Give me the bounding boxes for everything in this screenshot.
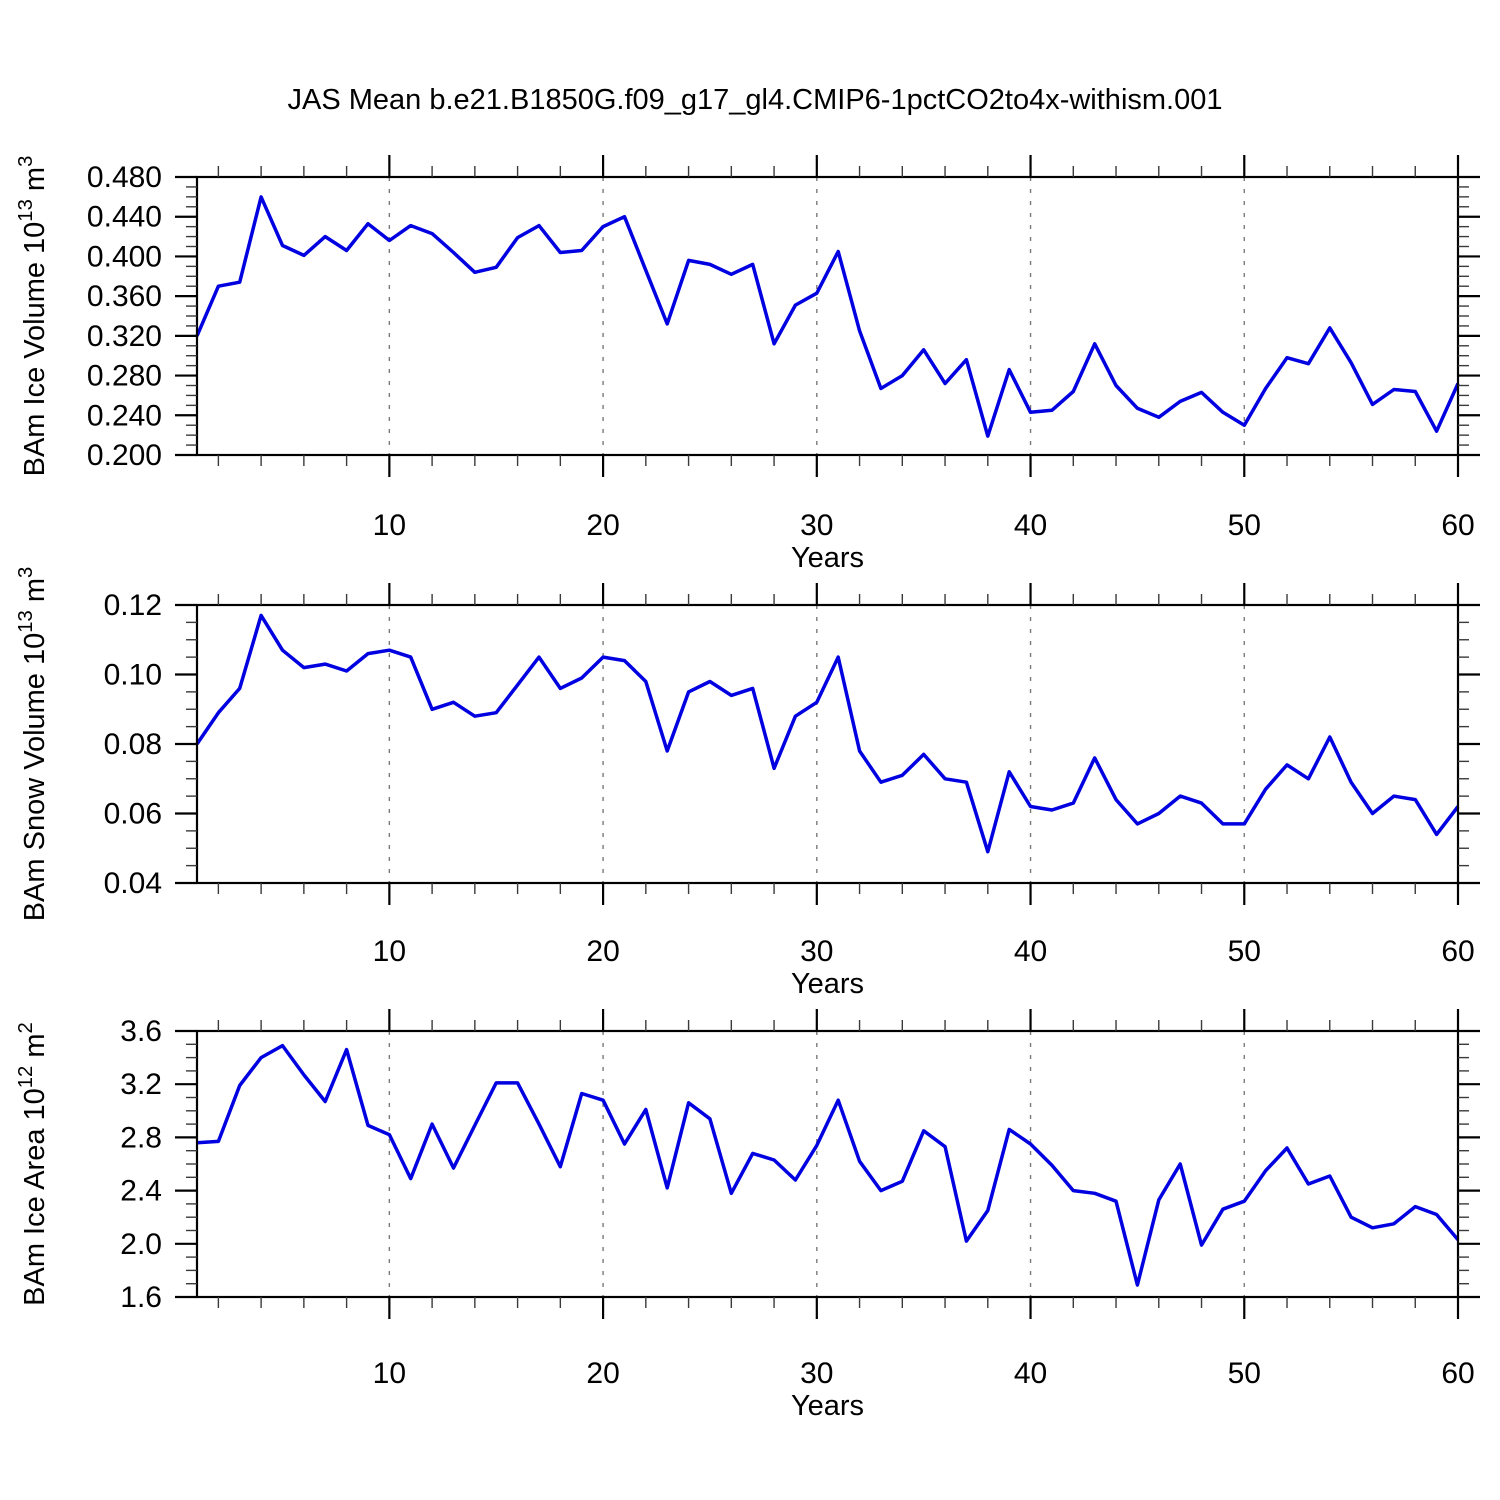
y-axis-ticks	[175, 1029, 1480, 1299]
x-axis-ticks	[217, 155, 1460, 477]
y-tick-label: 0.400	[87, 240, 162, 273]
y-tick-label: 0.06	[104, 798, 162, 831]
x-tick-label: 30	[800, 509, 833, 542]
gridlines	[388, 1031, 1245, 1297]
x-tick-label: 30	[800, 1357, 833, 1390]
x-axis-title: Years	[791, 968, 864, 1000]
x-tick-label: 60	[1441, 509, 1474, 542]
x-tick-label: 40	[1014, 1357, 1047, 1390]
x-tick-label: 20	[586, 509, 619, 542]
y-tick-label: 1.6	[120, 1281, 162, 1314]
x-axis-title: Years	[791, 1390, 864, 1422]
y-axis-ticks	[175, 175, 1480, 457]
series-line-ice-area	[196, 1043, 1460, 1287]
figure-title: JAS Mean b.e21.B1850G.f09_g17_gl4.CMIP6-…	[287, 84, 1223, 116]
series-line-ice-volume	[195, 195, 1460, 438]
y-tick-label: 0.10	[104, 659, 162, 692]
panel-ice-volume: 10 20 30 40 50 60 0.200 0.240 0.280 0.320 0.360 0.4…	[15, 155, 1480, 574]
x-axis-ticks	[217, 583, 1460, 905]
x-tick-label: 20	[586, 1357, 619, 1390]
x-tick-label: 50	[1228, 1357, 1261, 1390]
x-tick-label: 20	[586, 935, 619, 968]
x-tick-label: 50	[1228, 935, 1261, 968]
plot-frame	[195, 1029, 1460, 1299]
y-tick-label: 3.2	[120, 1068, 162, 1101]
x-tick-label: 60	[1441, 1357, 1474, 1390]
y-tick-label: 0.360	[87, 280, 162, 313]
x-tick-label: 40	[1014, 935, 1047, 968]
y-tick-label: 0.280	[87, 360, 162, 393]
y-tick-label: 2.0	[120, 1228, 162, 1261]
y-tick-label: 3.6	[120, 1015, 162, 1048]
series-line-snow-volume	[195, 613, 1460, 854]
y-axis-title: BAm Ice Area 1012 m2	[15, 1022, 51, 1306]
y-tick-label: 0.480	[87, 161, 162, 194]
x-tick-label: 50	[1228, 509, 1261, 542]
y-tick-label: 2.4	[120, 1175, 162, 1208]
y-tick-label: 0.200	[87, 439, 162, 472]
y-axis-title: BAm Ice Volume 1013 m3	[15, 156, 51, 477]
y-axis-title: BAm Snow Volume 1013 m3	[15, 567, 51, 922]
x-tick-label: 10	[373, 935, 406, 968]
x-tick-label: 60	[1441, 935, 1474, 968]
x-tick-label: 30	[800, 935, 833, 968]
x-axis-title: Years	[791, 542, 864, 574]
y-tick-label: 0.04	[104, 867, 162, 900]
plot-frame	[195, 603, 1460, 885]
x-axis-ticks	[217, 1009, 1460, 1319]
plot-frame	[195, 175, 1460, 457]
y-tick-label: 2.8	[120, 1121, 162, 1154]
x-tick-label: 10	[373, 1357, 406, 1390]
y-tick-label: 0.320	[87, 320, 162, 353]
gridlines	[388, 605, 1245, 883]
gridlines	[388, 177, 1245, 455]
panel-snow-volume: 10 20 30 40 50 60 0.04 0.06 0.08 0.10 0.12 Years BAm…	[15, 567, 1480, 1000]
y-tick-label: 0.240	[87, 399, 162, 432]
x-tick-label: 10	[373, 509, 406, 542]
y-tick-label: 0.440	[87, 201, 162, 234]
y-tick-label: 0.12	[104, 589, 162, 622]
panel-ice-area: 10 20 30 40 50 60 1.6 2.0 2.4 2.8 3.2 3.6 Years BAm I…	[15, 1009, 1480, 1422]
y-axis-ticks	[175, 603, 1480, 885]
y-tick-label: 0.08	[104, 728, 162, 761]
x-tick-label: 40	[1014, 509, 1047, 542]
